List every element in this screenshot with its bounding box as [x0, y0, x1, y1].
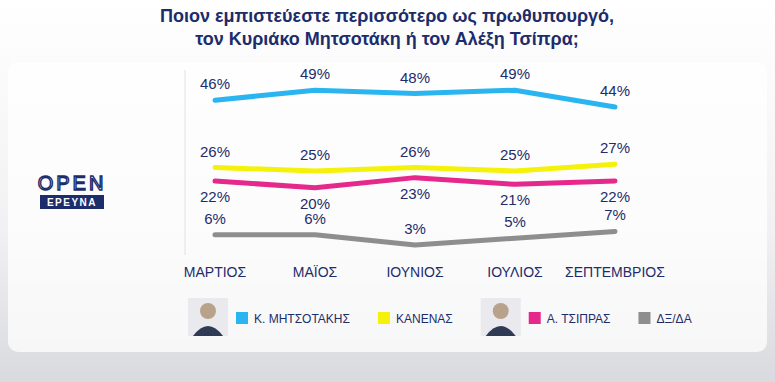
data-label: 26% — [200, 143, 230, 160]
data-label: 5% — [504, 213, 526, 230]
title-line: τον Κυριάκο Μητσοτάκη ή τον Αλέξη Τσίπρα… — [195, 29, 579, 50]
series-line — [215, 164, 615, 171]
logo-box — [40, 195, 104, 209]
legend-photo — [481, 298, 521, 336]
legend-swatch — [638, 312, 650, 324]
series-line — [215, 90, 615, 107]
legend-swatch — [529, 312, 541, 324]
data-label: 25% — [300, 146, 330, 163]
legend-swatch — [378, 312, 390, 324]
legend-photo-body — [193, 326, 223, 336]
x-tick-label: ΜΑΡΤΙΟΣ — [184, 264, 247, 280]
data-label: 49% — [300, 65, 330, 82]
legend-photo-head — [200, 303, 216, 319]
data-label: 44% — [600, 82, 630, 99]
legend-photo-body — [486, 326, 516, 336]
x-tick-label: ΜΑΪΟΣ — [293, 264, 338, 280]
data-label: 25% — [500, 146, 530, 163]
legend-label: ΚΑΝΕΝΑΣ — [396, 312, 453, 326]
lines — [215, 90, 615, 245]
x-tick-label: ΣΕΠΤΕΜΒΡΙΟΣ — [565, 264, 665, 280]
data-label: 27% — [600, 139, 630, 156]
data-label: 49% — [500, 65, 530, 82]
data-label: 6% — [204, 210, 226, 227]
data-label: 21% — [500, 191, 530, 208]
data-label: 46% — [200, 75, 230, 92]
data-label: 6% — [304, 210, 326, 227]
data-label: 23% — [400, 185, 430, 202]
legend-photo-head — [493, 303, 509, 319]
data-label: 7% — [604, 206, 626, 223]
x-tick-label: ΙΟΥΝΙΟΣ — [386, 264, 444, 280]
data-label: 3% — [404, 220, 426, 237]
logo-text: OPEN — [38, 172, 107, 194]
panel — [8, 62, 767, 352]
chart: Ποιον εμπιστεύεστε περισσότερο ως πρωθυπ… — [0, 0, 775, 382]
legend-photo — [188, 298, 228, 336]
legend: Κ. ΜΗΤΣΟΤΑΚΗΣ ΚΑΝΕΝΑΣ Α. ΤΣΙΠΡΑΣ ΔΞ/ΔΑ — [188, 298, 692, 336]
title-line: Ποιον εμπιστεύεστε περισσότερο ως πρωθυπ… — [160, 6, 614, 26]
data-label: 22% — [600, 188, 630, 205]
legend-label: ΔΞ/ΔΑ — [656, 312, 691, 326]
data-label: 22% — [200, 188, 230, 205]
y-axis-line — [185, 70, 186, 255]
title: Ποιον εμπιστεύεστε περισσότερο ως πρωθυπ… — [160, 6, 614, 50]
data-labels: 46%49%48%49%44%26%25%26%25%27%22%20%23%2… — [200, 65, 630, 237]
legend-label: Κ. ΜΗΤΣΟΤΑΚΗΣ — [254, 312, 350, 326]
legend-swatch — [236, 312, 248, 324]
data-label: 26% — [400, 143, 430, 160]
x-tick-label: ΙΟΥΛΙΟΣ — [487, 264, 543, 280]
data-label: 48% — [400, 69, 430, 86]
logo-subtext: ΕΡΕΥΝΑ — [47, 197, 97, 208]
legend-label: Α. ΤΣΙΠΡΑΣ — [547, 312, 611, 326]
